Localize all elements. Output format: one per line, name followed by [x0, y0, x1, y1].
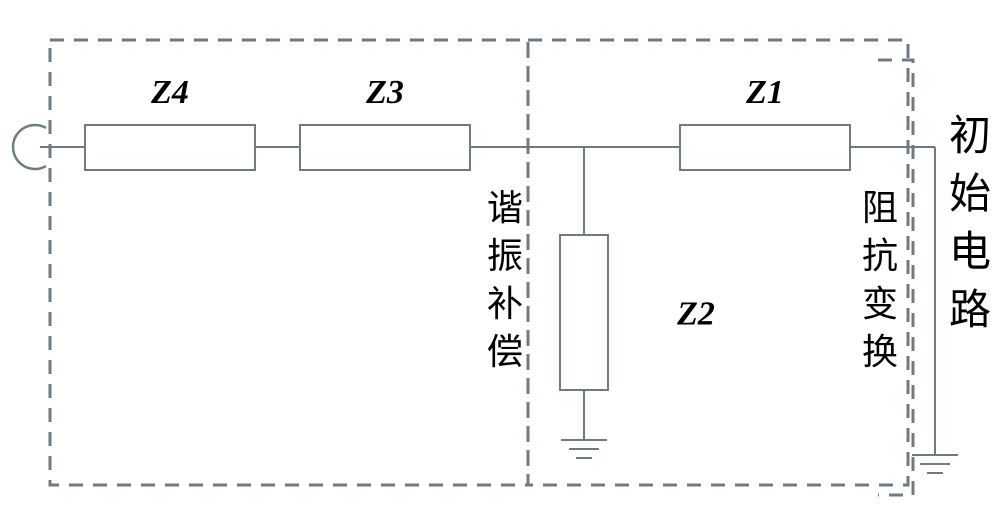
impedance-label-Z3: Z3 [365, 74, 404, 111]
label-impedance-transform: 变 [862, 284, 898, 324]
label-impedance-transform: 换 [862, 332, 898, 372]
circuit-diagram: Z4 Z3 Z1 Z2 谐振补偿 阻抗变换 初始电路 [0, 0, 1000, 531]
label-impedance-transform: 阻 [862, 188, 898, 228]
impedance-box-Z1 [680, 125, 850, 170]
label-initial-circuit: 初 [949, 114, 991, 160]
impedance-box-Z2 [560, 235, 608, 390]
impedance-box-Z4 [85, 125, 255, 170]
impedance-label-Z4: Z4 [150, 74, 189, 111]
label-resonance-compensation: 谐 [487, 188, 523, 228]
label-resonance-compensation: 补 [487, 284, 523, 324]
label-impedance-transform: 抗 [862, 236, 898, 276]
impedance-box-Z3 [300, 125, 470, 170]
impedance-label-Z1: Z1 [745, 74, 784, 111]
group-resonance_comp [50, 40, 528, 485]
label-initial-circuit: 路 [949, 288, 991, 334]
label-resonance-compensation: 偿 [487, 332, 523, 372]
label-initial-circuit: 电 [949, 230, 991, 276]
impedance-label-Z2: Z2 [676, 296, 715, 333]
label-resonance-compensation: 振 [487, 236, 523, 276]
label-initial-circuit: 始 [949, 172, 991, 218]
